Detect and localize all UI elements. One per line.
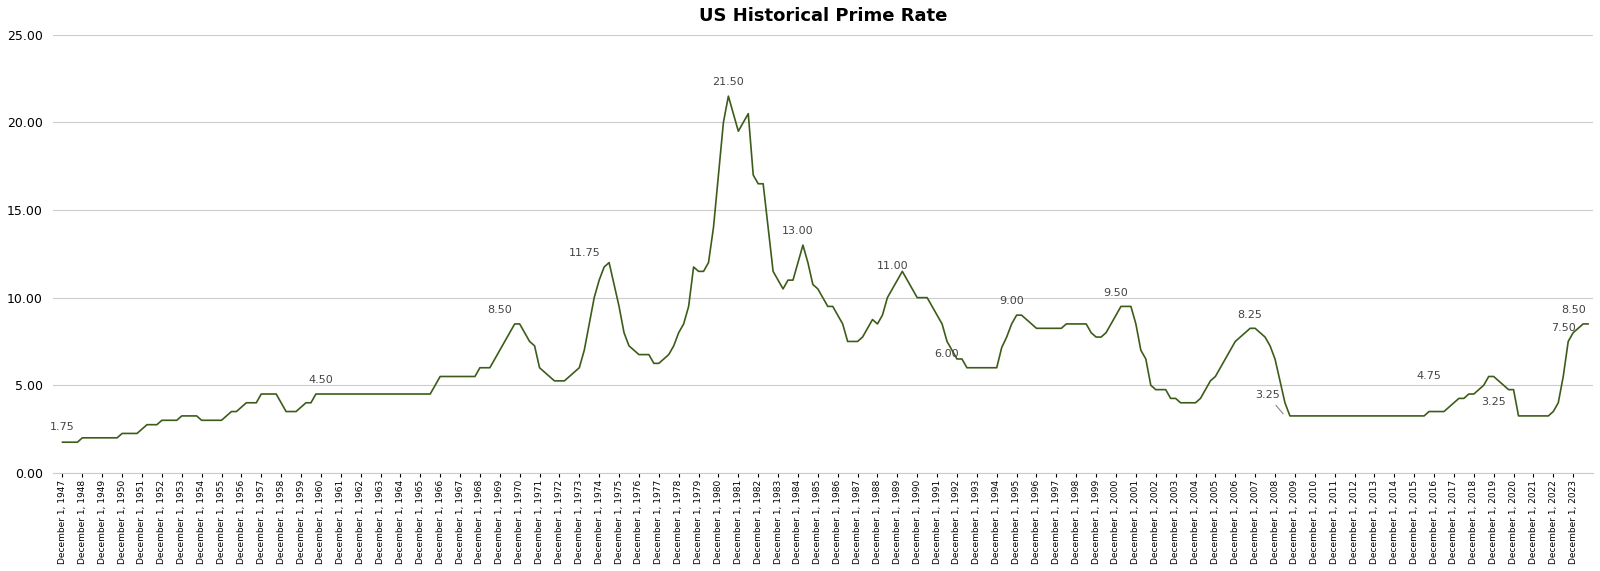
Text: 21.50: 21.50: [712, 78, 744, 87]
Text: 8.25: 8.25: [1238, 309, 1262, 320]
Text: 9.00: 9.00: [1000, 296, 1024, 307]
Text: 4.50: 4.50: [309, 375, 333, 385]
Text: 11.00: 11.00: [877, 262, 909, 271]
Text: 3.25: 3.25: [1482, 397, 1506, 407]
Text: 9.50: 9.50: [1104, 288, 1128, 297]
Title: US Historical Prime Rate: US Historical Prime Rate: [699, 7, 947, 25]
Text: 8.50: 8.50: [488, 305, 512, 315]
Text: 6.00: 6.00: [934, 349, 960, 359]
Text: 3.25: 3.25: [1254, 391, 1283, 414]
Text: 4.75: 4.75: [1416, 371, 1442, 381]
Text: 1.75: 1.75: [50, 422, 75, 432]
Text: 7.50: 7.50: [1550, 323, 1576, 333]
Text: 13.00: 13.00: [782, 226, 814, 236]
Text: 8.50: 8.50: [1562, 305, 1586, 315]
Text: 11.75: 11.75: [568, 248, 600, 258]
